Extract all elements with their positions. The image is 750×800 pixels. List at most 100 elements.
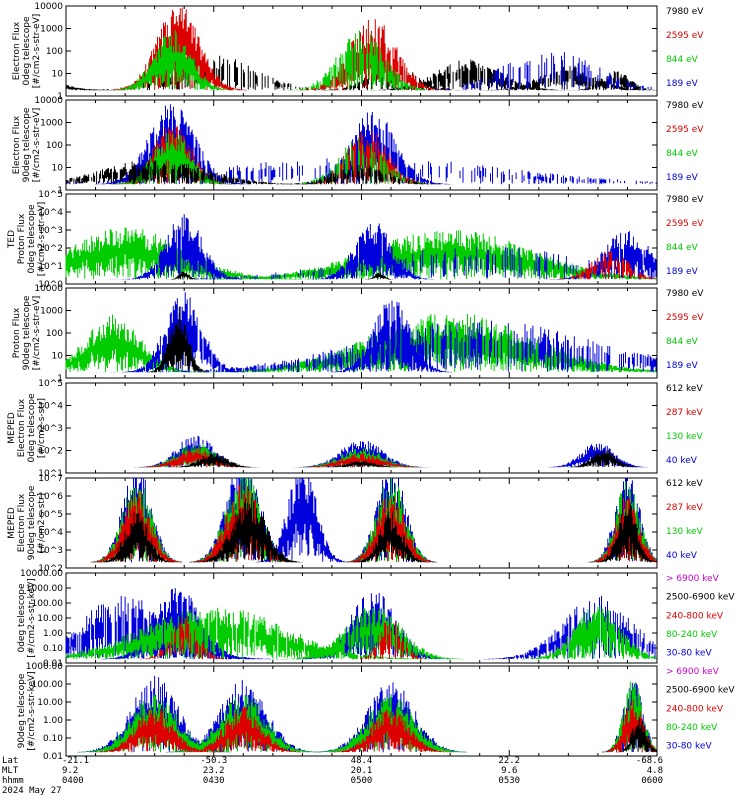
footer-row-label: Lat [2,756,18,766]
y-tick-label: 10^6 [38,492,63,502]
y-axis-label: Proton Flux [17,213,27,264]
panel-2: 10000 1000 100 10 1 Electron Flux 90deg telesc… [12,96,704,196]
panel-8: 1000.00 100.00 10.00 1.00 0.10 0.01 90deg tele… [17,662,735,762]
legend-entry: 189 eV [666,173,699,183]
footer-row-label: MLT [2,766,19,776]
footer-hhmm: 0600 [641,776,663,786]
legend-entry: 240-800 keV [666,704,724,714]
panel-4: 10000 1000 100 10 1 Proton Flux 90deg telescop… [12,284,704,384]
y-tick-label: 1000 [40,307,63,317]
legend-entry: 7980 eV [666,195,704,205]
y-axis-label: Electron Flux [17,398,27,457]
y-tick-label: 10^1 [38,469,63,479]
y-tick-label: 10^3 [38,226,63,236]
footer-hhmm: 0400 [62,776,84,786]
legend-entry: 7980 eV [666,101,704,111]
y-axis-label: [#/cm2-s-str] [37,398,47,458]
footer-row-label: hhmm [2,776,24,786]
y-tick-label: 10^4 [38,208,63,218]
y-tick-label: 10000.00 [20,569,63,579]
y-tick-label: 10000 [34,2,63,12]
y-tick-label: 1000.00 [26,662,63,672]
y-tick-label: 10^5 [38,190,63,200]
y-tick-label: 100.00 [32,599,64,609]
legend-entry: 130 keV [666,432,703,442]
y-tick-label: 10^3 [38,546,63,556]
y-axis-label: [#/cm2-s-str-eV] [32,14,42,89]
y-tick-label: 10^2 [38,244,63,254]
y-tick-label: 10^1 [38,262,63,272]
y-tick-label: 1000 [40,25,63,35]
y-axis-label: 90deg telescope [22,107,32,182]
y-tick-label: 10.00 [37,698,63,708]
y-tick-label: 1 [57,92,63,102]
legend-entry: 2500-6900 keV [666,686,735,696]
series-trace [397,52,652,91]
y-tick-label: 10^2 [38,564,63,574]
y-tick-label: 10000 [34,96,63,106]
series-trace [615,718,657,753]
y-tick-label: 10^3 [38,424,63,434]
panel-1: 10000 1000 100 10 1 Electron Flux 0deg telesco… [12,2,704,102]
y-axis-label: MEPED [7,412,17,444]
y-axis-label: 0deg telescope [17,583,27,653]
legend-entry: 612 keV [666,479,703,489]
legend-entry: 7980 eV [666,289,704,299]
y-axis-label: MEPED [7,507,17,539]
y-axis-label: 90deg telescope [27,485,37,560]
y-tick-label: 100 [46,329,63,339]
series-trace [167,449,642,468]
series-trace [66,159,454,185]
footer-mlt: 20.1 [351,766,373,776]
y-tick-label: 10 [52,164,64,174]
footer-mlt: 4.8 [647,766,663,776]
y-tick-label: 10^0 [38,280,63,290]
legend-entry: > 6900 keV [666,574,720,584]
y-axis-label: [#/cm2-s-str-eV] [32,108,42,183]
y-axis-label: [#/cm2-s-str-keV] [27,578,37,657]
y-tick-label: 10^5 [38,510,63,520]
y-tick-label: 10^5 [38,379,63,389]
legend-entry: 2595 eV [666,31,704,41]
legend-entry: 30-80 keV [666,742,712,752]
y-axis-label: 0deg telescope [22,16,32,86]
legend-entry: 240-800 keV [666,611,724,621]
legend-entry: 612 keV [666,384,703,394]
y-tick-label: 10 [52,352,64,362]
series-trace [147,306,209,373]
legend-entry: 2595 eV [666,125,704,135]
series-trace [139,616,426,660]
legend-entry: 287 keV [666,503,703,513]
y-tick-label: 100 [46,141,63,151]
legend-entry: 7980 eV [666,7,704,17]
y-tick-label: 0.10 [43,734,63,744]
y-tick-label: 10 [52,70,64,80]
panel-3: 10^5 10^4 10^3 10^2 10^1 10^0 TED Proton Flux 0d… [7,190,704,290]
legend-entry: 844 eV [666,55,699,65]
y-tick-label: 0.01 [43,752,63,762]
panel-7: 10000.00 1000.00 100.00 10.00 1.00 0.10 0.01 0d… [17,569,735,669]
footer-lat: -21.1 [62,756,89,766]
y-tick-label: 10^7 [38,474,63,484]
legend-entry: 844 eV [666,149,699,159]
series-trace [92,699,657,753]
y-tick-label: 10000 [34,284,63,294]
series-trace [110,30,438,91]
y-axis-label: Proton Flux [12,307,22,358]
y-tick-label: 10^2 [38,447,63,457]
y-tick-label: 1 [57,374,63,384]
y-tick-label: 100.00 [32,680,64,690]
y-tick-label: 100 [46,47,63,57]
y-axis-label: 90deg telescope [22,295,32,370]
y-tick-label: 1.00 [43,629,63,639]
footer-mlt: 23.2 [203,766,225,776]
legend-entry: 844 eV [666,337,699,347]
legend-entry: 189 eV [666,267,699,277]
y-tick-label: 1000 [40,119,63,129]
footer-hhmm: 0530 [498,776,520,786]
y-axis-label: TED [7,230,17,249]
legend-entry: > 6900 keV [666,667,720,677]
y-tick-label: 10^4 [38,402,63,412]
